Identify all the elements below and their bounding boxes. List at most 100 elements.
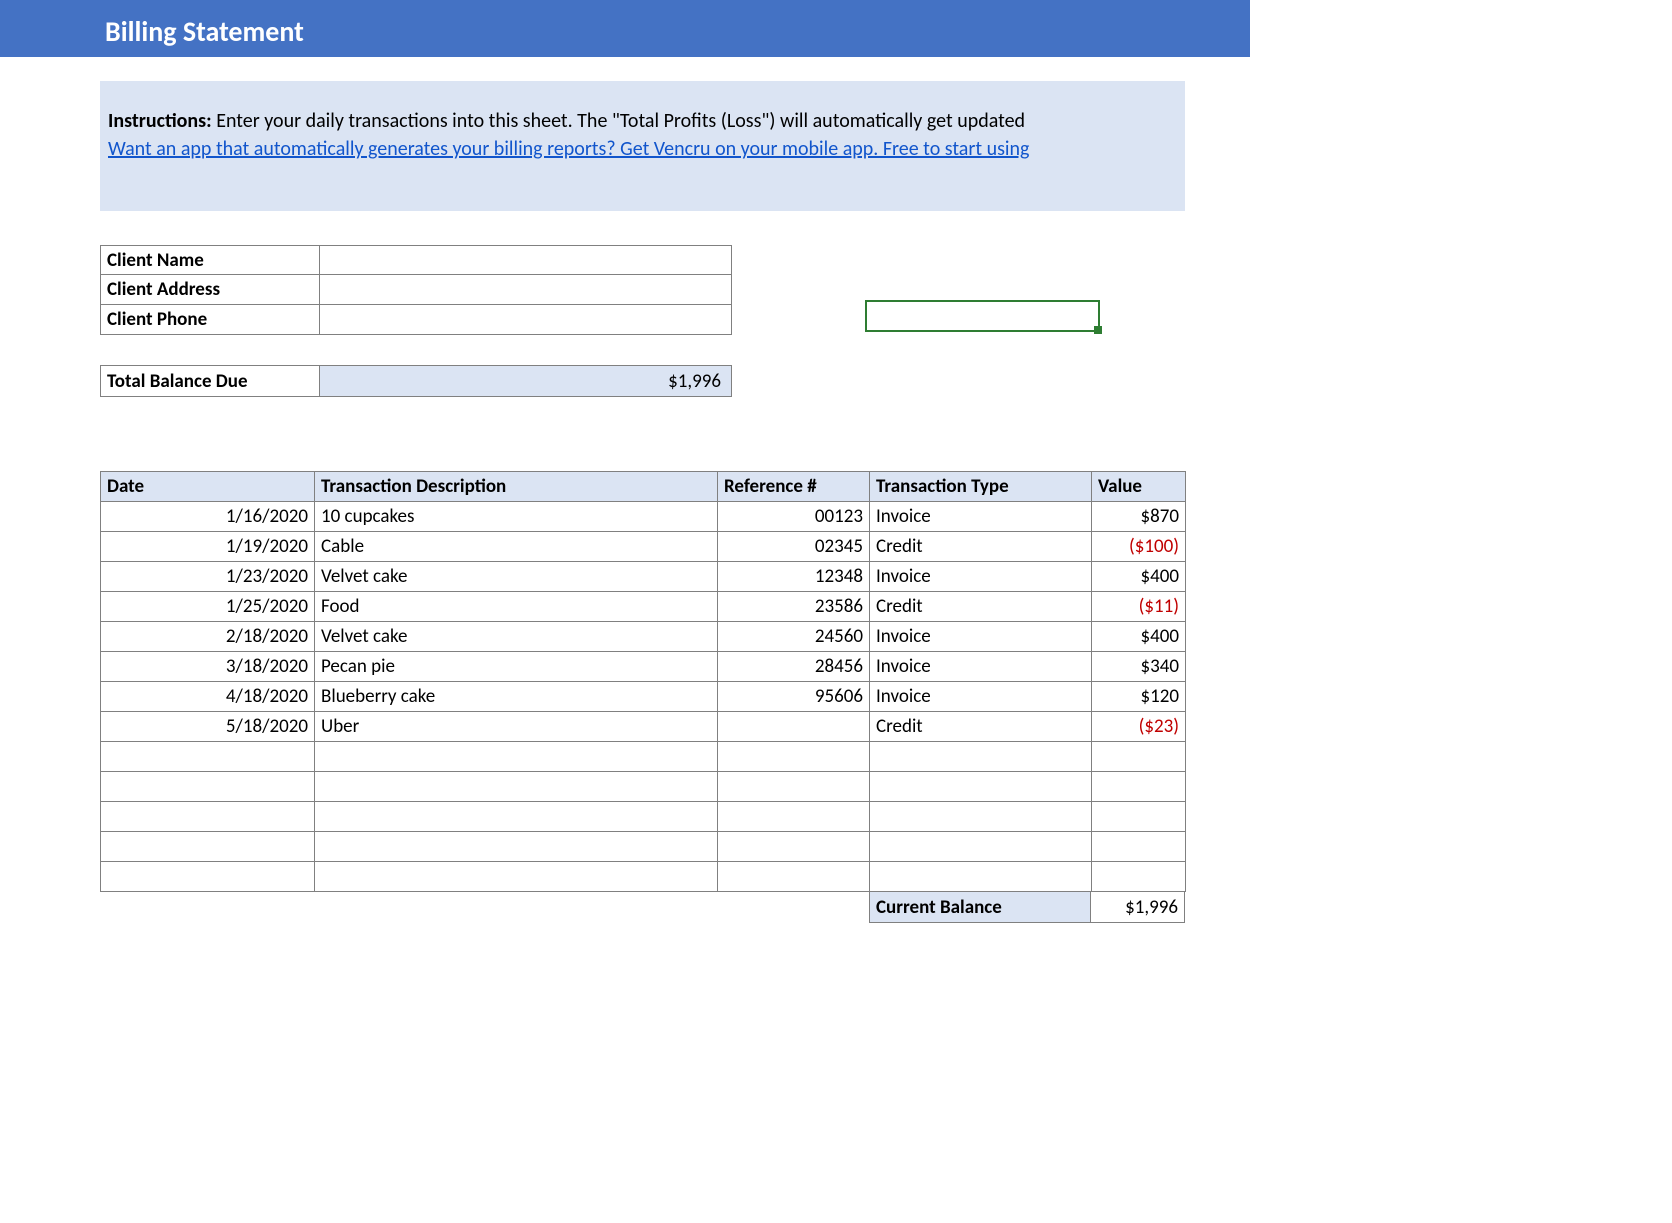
cell-desc[interactable] [315,742,718,772]
cell-desc[interactable] [315,802,718,832]
cell-ref[interactable]: 28456 [718,652,870,682]
table-row[interactable] [101,832,1186,862]
table-row[interactable] [101,772,1186,802]
cell-desc[interactable]: Uber [315,712,718,742]
cell-ref[interactable]: 02345 [718,532,870,562]
cell-ref[interactable] [718,862,870,892]
cell-value[interactable]: $400 [1092,622,1186,652]
cell-desc[interactable]: Pecan pie [315,652,718,682]
cell-date[interactable] [101,742,315,772]
cell-value[interactable] [1092,742,1186,772]
cell-type[interactable] [870,862,1092,892]
table-row[interactable]: 2/18/2020Velvet cake24560Invoice$400 [101,622,1186,652]
cell-value[interactable]: ($11) [1092,592,1186,622]
page-title: Billing Statement [0,8,1250,57]
page: Billing Statement Instructions: Enter yo… [0,0,1250,923]
cell-value[interactable]: ($23) [1092,712,1186,742]
client-name-value[interactable] [320,245,732,275]
cell-desc[interactable] [315,832,718,862]
cell-ref[interactable]: 23586 [718,592,870,622]
table-row[interactable]: 1/19/2020Cable02345Credit($100) [101,532,1186,562]
cell-desc[interactable]: Blueberry cake [315,682,718,712]
cell-type[interactable]: Credit [870,592,1092,622]
table-row[interactable]: 3/18/2020Pecan pie28456Invoice$340 [101,652,1186,682]
balance-due-value: $1,996 [320,365,732,397]
cell-type[interactable]: Credit [870,532,1092,562]
cell-ref[interactable]: 00123 [718,502,870,532]
cell-desc[interactable]: Velvet cake [315,562,718,592]
col-value[interactable]: Value [1092,472,1186,502]
table-row[interactable]: 4/18/2020Blueberry cake95606Invoice$120 [101,682,1186,712]
cell-type[interactable]: Invoice [870,502,1092,532]
cell-ref[interactable] [718,772,870,802]
balance-due-label: Total Balance Due [100,365,320,397]
table-header-row: Date Transaction Description Reference #… [101,472,1186,502]
cell-value[interactable]: $340 [1092,652,1186,682]
cell-date[interactable]: 3/18/2020 [101,652,315,682]
cell-ref[interactable]: 95606 [718,682,870,712]
cell-type[interactable]: Invoice [870,562,1092,592]
cell-date[interactable]: 1/23/2020 [101,562,315,592]
col-date[interactable]: Date [101,472,315,502]
cell-desc[interactable]: 10 cupcakes [315,502,718,532]
cell-ref[interactable] [718,742,870,772]
cell-date[interactable]: 4/18/2020 [101,682,315,712]
current-balance-label: Current Balance [869,891,1091,923]
table-row[interactable] [101,862,1186,892]
client-row: Client Name [100,245,1250,275]
cell-value[interactable]: $870 [1092,502,1186,532]
cell-desc[interactable] [315,862,718,892]
table-row[interactable]: 5/18/2020Uber Credit($23) [101,712,1186,742]
cell-date[interactable] [101,772,315,802]
instructions-label: Instructions: [108,109,212,133]
col-ref[interactable]: Reference # [718,472,870,502]
cell-value[interactable]: $120 [1092,682,1186,712]
cell-date[interactable]: 1/19/2020 [101,532,315,562]
current-balance-row: Current Balance $1,996 [869,891,1185,923]
table-row[interactable] [101,742,1186,772]
cell-ref[interactable]: 12348 [718,562,870,592]
cell-date[interactable] [101,862,315,892]
client-phone-value[interactable] [320,305,732,335]
cell-value[interactable] [1092,832,1186,862]
cell-type[interactable] [870,802,1092,832]
cell-value[interactable] [1092,772,1186,802]
top-accent-bar [0,0,1250,8]
cell-value[interactable]: ($100) [1092,532,1186,562]
active-cell-selection[interactable] [865,300,1100,332]
cell-date[interactable] [101,802,315,832]
cell-desc[interactable]: Velvet cake [315,622,718,652]
cell-type[interactable]: Invoice [870,622,1092,652]
client-address-value[interactable] [320,275,732,305]
cell-ref[interactable] [718,712,870,742]
cell-date[interactable]: 5/18/2020 [101,712,315,742]
table-row[interactable]: 1/16/202010 cupcakes00123Invoice$870 [101,502,1186,532]
cell-type[interactable] [870,832,1092,862]
instructions-text: Enter your daily transactions into this … [216,109,1025,133]
cell-value[interactable]: $400 [1092,562,1186,592]
transactions-table: Date Transaction Description Reference #… [100,471,1186,892]
cell-type[interactable]: Invoice [870,652,1092,682]
cell-ref[interactable] [718,832,870,862]
table-row[interactable] [101,802,1186,832]
cell-value[interactable] [1092,862,1186,892]
cell-desc[interactable]: Food [315,592,718,622]
cell-desc[interactable]: Cable [315,532,718,562]
cell-type[interactable]: Invoice [870,682,1092,712]
cell-date[interactable]: 1/16/2020 [101,502,315,532]
table-row[interactable]: 1/25/2020Food23586Credit($11) [101,592,1186,622]
cell-ref[interactable] [718,802,870,832]
table-row[interactable]: 1/23/2020Velvet cake12348Invoice$400 [101,562,1186,592]
cell-type[interactable] [870,742,1092,772]
cell-type[interactable] [870,772,1092,802]
promo-link[interactable]: Want an app that automatically generates… [108,137,1029,161]
cell-desc[interactable] [315,772,718,802]
col-type[interactable]: Transaction Type [870,472,1092,502]
col-desc[interactable]: Transaction Description [315,472,718,502]
cell-date[interactable]: 2/18/2020 [101,622,315,652]
cell-type[interactable]: Credit [870,712,1092,742]
cell-value[interactable] [1092,802,1186,832]
cell-date[interactable]: 1/25/2020 [101,592,315,622]
cell-date[interactable] [101,832,315,862]
cell-ref[interactable]: 24560 [718,622,870,652]
